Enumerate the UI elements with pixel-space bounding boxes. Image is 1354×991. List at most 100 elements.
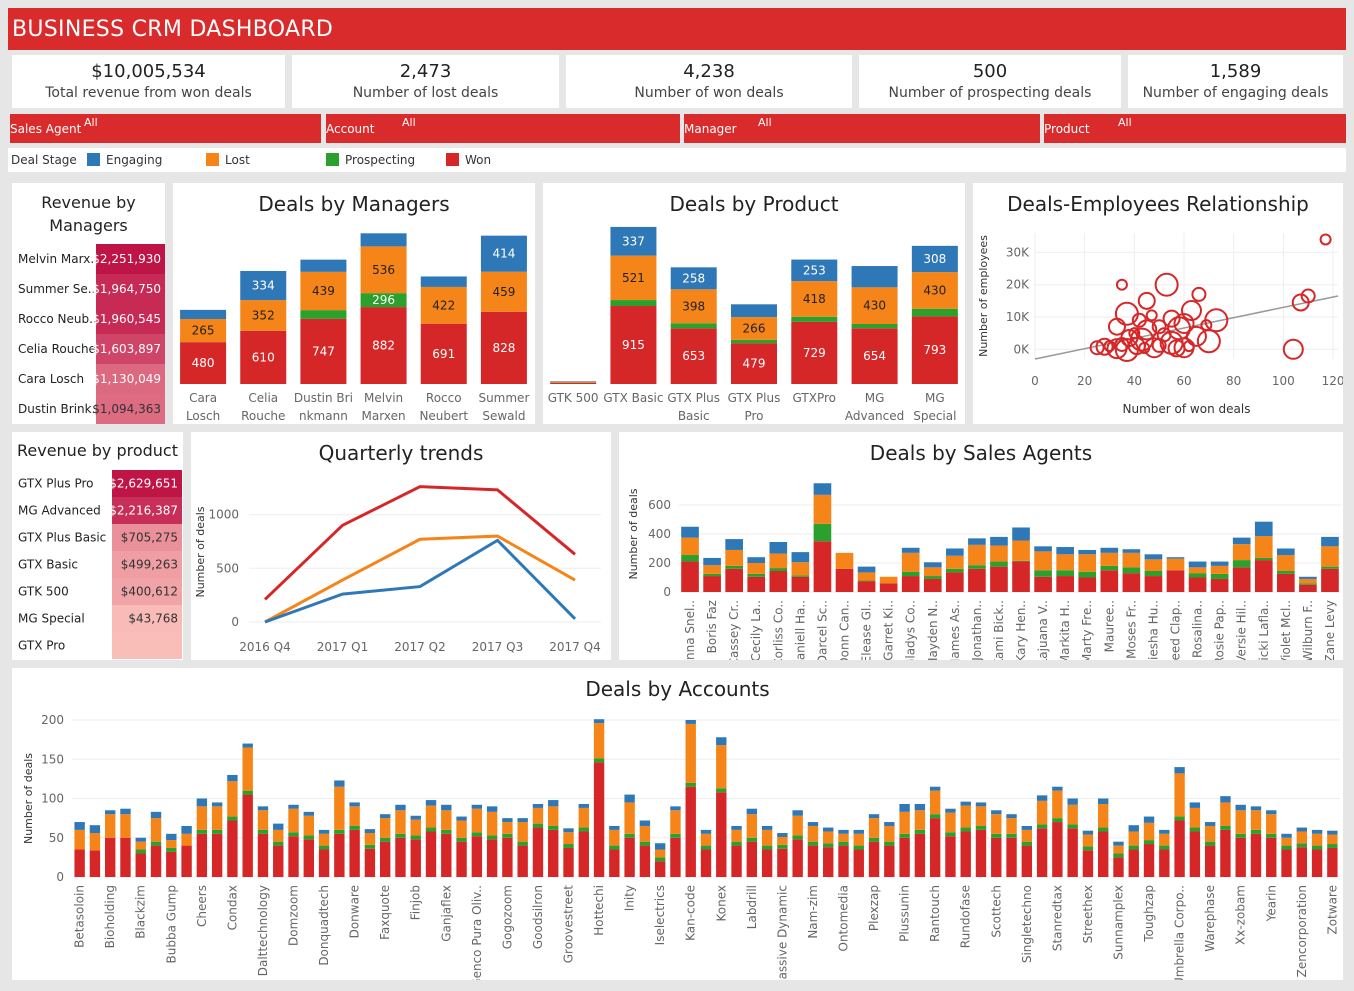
table-cell [96,334,165,364]
bar-segment-prospecting [1266,833,1277,838]
bar-segment-lost [480,271,527,312]
scatter-point [1143,337,1165,359]
bar-segment-won [288,836,299,877]
bar-segment-won [610,306,657,384]
bar-segment-lost [517,822,528,842]
bar-segment-engaging [181,825,192,834]
table-cell [96,274,165,304]
bar-segment-engaging [1056,547,1074,555]
filter-product[interactable]: Product All [1044,114,1346,143]
panel-title: Revenue by Managers [41,193,136,235]
bar-segment-won [716,792,727,877]
bar-segment-won [395,837,406,877]
bar-segment-prospecting [242,790,253,795]
bar-segment-prospecting [777,844,788,849]
filter-value[interactable]: All [758,116,772,129]
x-tick-label: Hayden N.. [926,600,940,660]
bar-segment-prospecting [593,758,605,763]
bar-segment-engaging [1078,549,1097,555]
bar-data-label: 414 [492,247,515,261]
bar-segment-engaging [517,818,528,823]
axis-tick-label: Pro [744,409,763,423]
bar-segment-won [1078,577,1097,592]
legend-item-lost[interactable]: Lost [206,153,250,167]
bar-segment-engaging [929,786,941,791]
bar-segment-won [425,831,437,877]
bar-segment-lost [1235,810,1246,834]
bar-segment-prospecting [1189,827,1201,832]
bar-segment-won [334,833,345,877]
filter-value[interactable]: All [84,116,98,129]
filter-value[interactable]: All [1118,116,1132,129]
bar-segment-prospecting [1232,560,1251,568]
kpi-value: 2,473 [399,61,452,82]
bar-segment-lost [273,829,284,842]
table-cell [96,304,165,334]
bar-segment-engaging [379,814,391,819]
bar-segment-prospecting [1321,566,1339,569]
bar-segment-engaging [1189,802,1201,808]
legend-item-won[interactable]: Won [446,153,491,167]
bar-segment-won [257,833,269,877]
bar-segment-won [681,561,699,592]
kpi-label: Number of engaging deals [1142,85,1329,101]
x-tick-label: Cassey Cr.. [727,600,741,660]
filter-account[interactable]: Account All [326,114,680,143]
table-row-label: Rocco Neub.. [18,312,97,326]
bar-segment-lost [1299,578,1317,584]
axis-tick-label: nkmann [299,409,348,423]
axis-tick-label: Losch [186,409,220,423]
x-tick-label: Warephase [1203,885,1217,952]
bar-segment-engaging [851,266,898,288]
bar-segment-engaging [609,825,620,830]
x-tick-label: 100 [1272,374,1295,388]
bar-segment-prospecting [300,310,347,319]
bar-segment-won [120,837,131,877]
x-tick-label: Elease Gl.. [860,600,874,660]
bar-segment-prospecting [1188,573,1207,578]
bar-segment-engaging [242,743,253,748]
bar-segment-engaging [990,536,1008,546]
x-tick-label: Marty Fre.. [1080,600,1094,660]
bar-segment-lost [502,822,513,834]
filter-manager[interactable]: Manager All [684,114,1040,143]
bar-segment-prospecting [1143,840,1155,845]
table-cell [112,551,182,578]
legend-item-engaging[interactable]: Engaging [87,153,162,167]
bar-segment-engaging [303,811,314,816]
bar-segment-lost [1021,829,1033,842]
bar-segment-engaging [685,720,696,724]
filter-label: Account [326,122,375,136]
bar-segment-prospecting [288,832,299,837]
bar-segment-prospecting [1327,844,1338,848]
trend-line-engaging [264,538,577,624]
bar-data-label: 480 [192,356,215,370]
x-tick-label: Umbrella Corpo.. [1173,885,1187,980]
axis-tick-label: GTX Basic [603,391,663,405]
bar-segment-lost [257,810,269,830]
bar-segment-prospecting [990,561,1008,567]
bar-segment-engaging [1210,561,1229,566]
x-tick-label: Zane Levy [1323,600,1337,660]
bar-segment-engaging [610,226,657,256]
filter-value[interactable]: All [402,116,416,129]
bar-segment-engaging [227,774,238,782]
bar-segment-won [1021,845,1033,877]
bar-segment-won [853,849,864,877]
bar-segment-engaging [1327,830,1338,835]
bar-segment-prospecting [685,782,696,787]
bar-segment-prospecting [670,323,717,329]
revenue-by-product-table: GTX Plus Pro $2,629,651 MG Advanced $2,216,… [18,470,182,659]
revenue-by-managers-table: Melvin Marx..$2,251,930 Summer Se..$1,964… [18,244,165,424]
bar-data-label: 334 [252,279,275,293]
filter-sales-agent[interactable]: Sales Agent All [10,114,321,143]
bar-segment-won [1189,831,1201,877]
bar-segment-won [807,845,819,877]
x-tick-label: Kami Bick.. [992,600,1006,660]
bar-segment-won [731,845,742,877]
bar-segment-won [1321,568,1339,592]
legend-item-prospecting[interactable]: Prospecting [326,153,415,167]
bar-segment-lost [1174,773,1185,817]
y-tick-label: 200 [648,556,671,570]
bar-segment-lost [946,555,964,569]
